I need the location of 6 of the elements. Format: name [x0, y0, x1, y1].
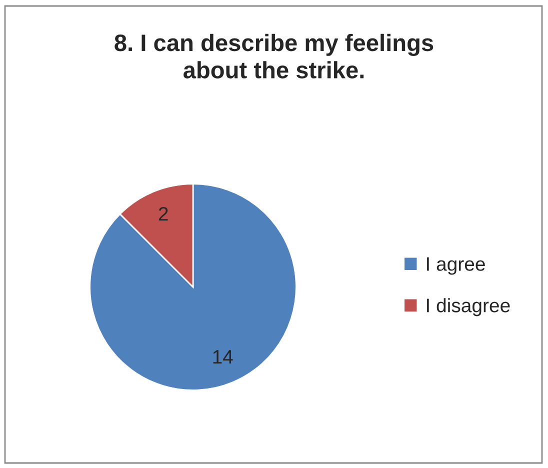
pie-slice: [89, 183, 297, 391]
chart-title: 8. I can describe my feelings about the strike.: [114, 34, 434, 78]
data-label: 2: [158, 206, 168, 221]
legend-label: I disagree: [427, 298, 510, 316]
data-label: 14: [213, 350, 233, 364]
legend-label: I agree: [427, 257, 485, 275]
